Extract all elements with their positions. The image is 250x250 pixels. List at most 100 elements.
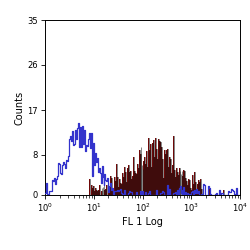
Bar (126, 182, 127, 195)
Bar (165, 154, 166, 195)
Bar (164, 150, 165, 195)
Bar (134, 171, 135, 195)
Bar (112, 190, 113, 195)
Bar (184, 171, 185, 195)
Bar (123, 176, 124, 195)
Bar (106, 185, 107, 195)
Bar (191, 190, 192, 195)
Bar (193, 184, 194, 195)
Bar (130, 171, 131, 195)
Bar (102, 187, 104, 195)
Bar (150, 144, 151, 195)
Bar (174, 170, 175, 195)
Bar (173, 136, 174, 195)
Bar (128, 165, 129, 195)
Bar (197, 184, 198, 195)
Bar (174, 170, 175, 195)
Bar (120, 183, 121, 195)
Bar (129, 172, 130, 195)
Bar (120, 183, 121, 195)
Bar (116, 164, 117, 195)
Bar (162, 160, 163, 195)
Bar (188, 179, 189, 195)
Bar (129, 172, 130, 195)
Bar (180, 174, 182, 195)
Bar (125, 172, 126, 195)
Bar (199, 182, 200, 195)
Bar (161, 147, 162, 195)
Bar (93, 186, 94, 195)
Bar (146, 151, 147, 195)
Bar (122, 173, 123, 195)
Bar (198, 180, 199, 195)
Bar (121, 184, 122, 195)
Bar (132, 176, 133, 195)
Bar (151, 167, 152, 195)
Bar (163, 178, 164, 195)
Bar (118, 187, 119, 195)
Bar (184, 171, 185, 195)
Bar (154, 156, 155, 195)
Bar (170, 159, 171, 195)
Bar (170, 159, 171, 195)
Bar (157, 158, 158, 195)
Bar (126, 182, 127, 195)
Bar (177, 172, 178, 195)
Bar (122, 173, 123, 195)
Bar (137, 164, 138, 195)
Bar (92, 188, 93, 195)
Bar (187, 185, 188, 195)
Bar (119, 179, 120, 195)
Bar (154, 156, 155, 195)
Bar (128, 165, 129, 195)
Bar (96, 190, 97, 195)
Bar (156, 149, 157, 195)
Bar (89, 179, 90, 195)
Bar (149, 150, 150, 195)
Bar (111, 178, 112, 195)
Bar (99, 185, 100, 195)
Bar (114, 176, 115, 195)
Bar (158, 140, 159, 195)
Bar (195, 182, 196, 195)
Bar (194, 172, 195, 195)
Bar (94, 191, 95, 195)
Bar (159, 140, 160, 195)
Bar (163, 178, 164, 195)
Bar (131, 178, 132, 195)
Bar (169, 157, 170, 195)
Bar (171, 173, 172, 195)
Bar (167, 149, 168, 195)
Bar (106, 185, 107, 195)
Bar (135, 173, 136, 195)
Bar (178, 168, 180, 195)
Bar (201, 189, 202, 195)
Bar (192, 175, 193, 195)
Bar (166, 150, 167, 195)
Bar (104, 190, 106, 195)
Bar (118, 187, 119, 195)
Bar (100, 191, 102, 195)
Bar (133, 158, 134, 195)
Bar (95, 188, 96, 195)
Bar (165, 154, 166, 195)
Bar (95, 188, 96, 195)
Bar (94, 191, 95, 195)
Bar (193, 184, 194, 195)
Bar (173, 136, 174, 195)
Bar (144, 156, 146, 195)
Bar (99, 185, 100, 195)
Bar (132, 176, 133, 195)
Bar (109, 187, 110, 195)
Bar (97, 191, 98, 195)
Bar (166, 150, 167, 195)
Bar (102, 187, 104, 195)
Bar (108, 190, 109, 195)
Bar (196, 189, 197, 195)
Bar (113, 192, 114, 195)
Bar (124, 167, 125, 195)
Bar (180, 174, 182, 195)
Bar (108, 190, 109, 195)
Bar (164, 150, 165, 195)
Bar (192, 175, 193, 195)
